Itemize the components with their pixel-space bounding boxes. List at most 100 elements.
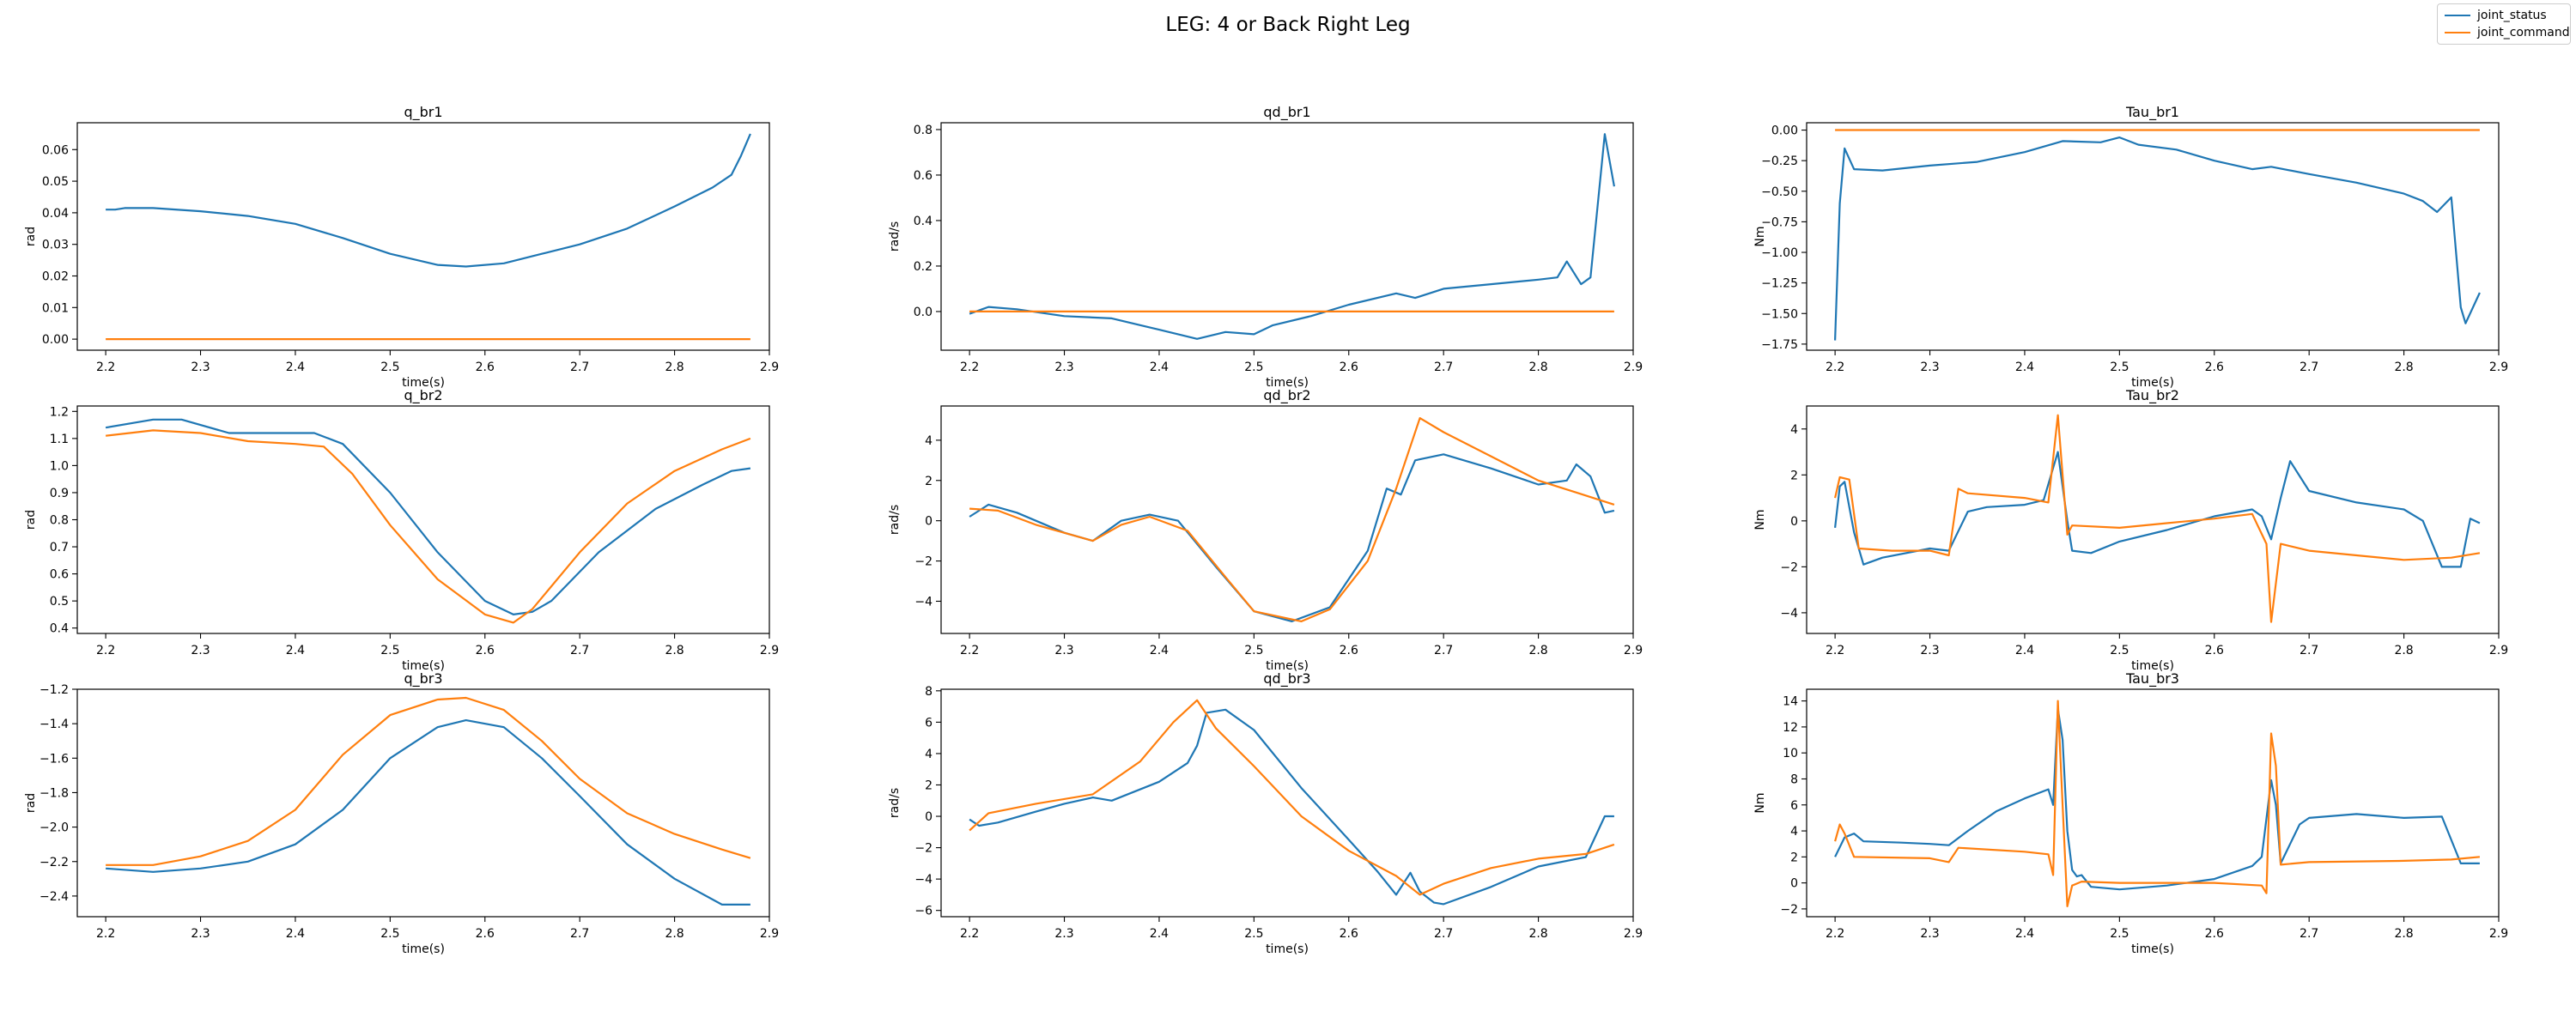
y-tick-label: 0.04	[42, 207, 69, 221]
y-tick-label: 12	[1783, 721, 1798, 735]
y-tick-label: −2	[914, 555, 933, 569]
x-tick-label: 2.5	[1244, 360, 1263, 374]
axes-frame	[1806, 405, 2500, 634]
y-tick-label: −0.75	[1761, 215, 1798, 229]
y-axis-label: rad/s	[888, 788, 902, 818]
y-tick-label: 2	[1790, 469, 1798, 482]
x-tick-label: 2.8	[1528, 644, 1547, 657]
legend-label-joint-command: joint_command	[2477, 26, 2570, 39]
x-tick-label: 2.7	[2300, 927, 2318, 941]
x-axis-label: time(s)	[2131, 376, 2174, 390]
y-tick-label: −0.25	[1761, 154, 1798, 168]
legend-label-joint-status: joint_status	[2477, 9, 2547, 22]
series-line-joint-status	[1834, 451, 2481, 568]
y-tick-label: 8	[925, 685, 933, 699]
subplot-tau-br2: 2.2 2.3 2.4 2.5 2.6 2.7 2.8 2.9 −4 −2 0 2 4 Tau_br2ti…	[1753, 387, 2508, 673]
x-tick-label: 2.6	[1340, 360, 1358, 374]
series-line-joint-status	[969, 708, 1614, 906]
subplot-title: q_br2	[404, 387, 442, 404]
x-tick-label: 2.9	[2489, 644, 2508, 657]
x-tick-label: 2.8	[2394, 927, 2413, 941]
x-tick-label: 2.3	[191, 360, 210, 374]
y-tick-label: 10	[1783, 747, 1798, 760]
x-tick-label: 2.7	[2300, 360, 2318, 374]
series-line-joint-command	[969, 417, 1615, 622]
x-tick-label: 2.8	[665, 644, 683, 657]
y-tick-label: −1.50	[1761, 307, 1798, 321]
y-tick-label: −4	[914, 873, 933, 887]
x-axis-label: time(s)	[1266, 942, 1309, 956]
x-tick-label: 2.8	[1528, 927, 1547, 941]
x-tick-label: 2.8	[665, 927, 683, 941]
y-tick-label: 0.05	[42, 175, 69, 189]
x-tick-label: 2.3	[191, 644, 210, 657]
y-tick-label: −1.00	[1761, 246, 1798, 260]
y-tick-label: −1.25	[1761, 277, 1798, 291]
legend-swatch-joint-command	[2445, 32, 2470, 33]
y-tick-label: −6	[914, 905, 933, 918]
y-tick-label: 0	[925, 515, 933, 529]
x-tick-label: 2.9	[1624, 360, 1643, 374]
y-tick-label: −1.8	[39, 786, 69, 800]
subplot-qd-br2: 2.2 2.3 2.4 2.5 2.6 2.7 2.8 2.9 −4 −2 0 2 4 qd_br2tim…	[888, 387, 1643, 673]
y-tick-label: −2.0	[39, 821, 69, 835]
axes-frame	[1806, 688, 2500, 918]
x-tick-label: 2.3	[1054, 360, 1073, 374]
x-tick-label: 2.7	[570, 927, 589, 941]
x-tick-label: 2.2	[960, 927, 979, 941]
subplot-qd-br3: 2.2 2.3 2.4 2.5 2.6 2.7 2.8 2.9 −6 −4 −2 0 2 4 6 8 qd_br…	[888, 670, 1643, 956]
series-line-joint-status	[969, 453, 1615, 622]
x-axis-label: time(s)	[2131, 659, 2174, 673]
x-tick-label: 2.4	[1150, 644, 1169, 657]
subplot-title: qd_br1	[1263, 104, 1310, 121]
y-tick-label: 0.6	[50, 568, 69, 582]
x-tick-label: 2.3	[1054, 644, 1073, 657]
x-tick-label: 2.2	[1826, 927, 1844, 941]
y-tick-label: 1.2	[50, 405, 69, 419]
x-tick-label: 2.4	[1150, 360, 1169, 374]
y-tick-label: 4	[1790, 825, 1798, 839]
x-axis-label: time(s)	[2131, 942, 2174, 956]
x-tick-label: 2.7	[2300, 644, 2318, 657]
x-tick-label: 2.5	[380, 360, 399, 374]
x-tick-label: 2.4	[2015, 360, 2034, 374]
series-line-joint-status	[1834, 136, 2481, 341]
y-axis-label: rad	[24, 510, 38, 530]
axes-frame	[76, 405, 770, 634]
y-tick-label: 0.01	[42, 301, 69, 315]
x-tick-label: 2.4	[2015, 927, 2034, 941]
y-tick-label: 1.0	[50, 459, 69, 473]
x-tick-label: 2.5	[380, 927, 399, 941]
y-tick-label: 0.2	[914, 260, 933, 274]
x-tick-label: 2.5	[2110, 360, 2129, 374]
x-tick-label: 2.7	[1434, 644, 1453, 657]
x-axis-label: time(s)	[1266, 659, 1309, 673]
y-tick-label: 0.00	[1771, 124, 1798, 138]
x-tick-label: 2.3	[1920, 927, 1939, 941]
x-tick-label: 2.2	[96, 644, 115, 657]
y-tick-label: 4	[925, 434, 933, 448]
y-tick-label: 2	[925, 779, 933, 792]
x-tick-label: 2.7	[1434, 360, 1453, 374]
subplot-title: qd_br3	[1263, 670, 1310, 688]
x-tick-label: 2.8	[2394, 644, 2413, 657]
axes-frame	[76, 122, 770, 351]
series-line-joint-status	[105, 418, 751, 615]
y-tick-label: −1.4	[39, 718, 69, 731]
y-tick-label: 1.1	[50, 433, 69, 446]
y-tick-label: −1.6	[39, 752, 69, 766]
y-tick-label: 0	[1790, 877, 1798, 891]
y-axis-label: rad/s	[888, 505, 902, 535]
series-line-joint-command	[106, 696, 751, 866]
x-tick-label: 2.4	[286, 644, 305, 657]
x-tick-label: 2.4	[2015, 644, 2034, 657]
y-tick-label: 8	[1790, 772, 1798, 786]
subplot-tau-br1: 2.2 2.3 2.4 2.5 2.6 2.7 2.8 2.9 −1.75 −1.50 −1.25 −…	[1753, 104, 2508, 390]
axes-frame	[940, 122, 1634, 351]
y-axis-label: rad	[24, 793, 38, 813]
x-tick-label: 2.9	[1624, 927, 1643, 941]
subplot-q-br2: 2.2 2.3 2.4 2.5 2.6 2.7 2.8 2.9 0.4 0.5 0.6 0.7 0.8 0…	[24, 387, 779, 673]
series-line-joint-status	[106, 719, 750, 906]
x-tick-label: 2.8	[665, 360, 683, 374]
figure-legend: joint_status joint_command	[2437, 3, 2571, 45]
